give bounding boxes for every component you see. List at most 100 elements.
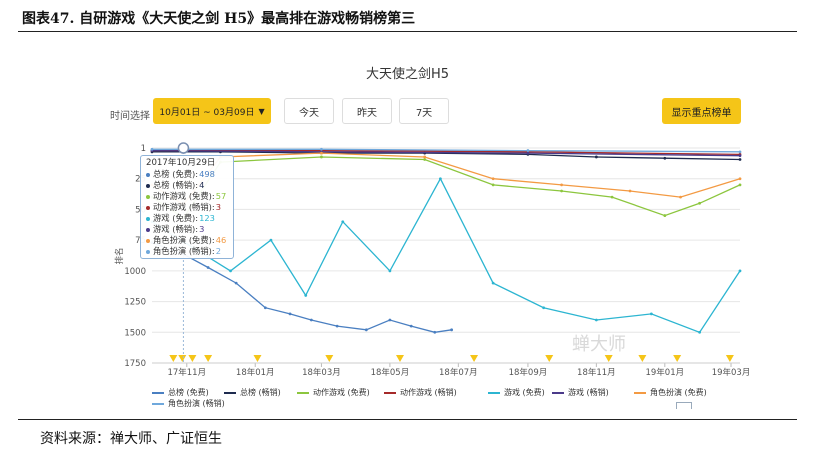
tooltip-series-name: 总榜 (畅销):: [153, 180, 199, 190]
tooltip-row: 游戏 (免费):123: [146, 213, 228, 224]
tooltip-series-value: 4: [199, 180, 205, 190]
data-point: [269, 238, 273, 242]
data-point: [309, 318, 313, 322]
event-flag-icon: [638, 355, 647, 362]
tooltip-series-value: 498: [199, 169, 215, 179]
watermark-text: 蝉大师: [572, 334, 626, 355]
series-line: [152, 148, 741, 153]
data-point: [738, 150, 742, 154]
data-point: [560, 183, 563, 187]
event-flag-icon: [169, 355, 178, 362]
data-point: [738, 158, 742, 161]
legend-item[interactable]: 总榜 (畅销): [224, 387, 281, 398]
title-rule: [18, 31, 797, 32]
data-point: [610, 195, 614, 199]
tooltip-series-value: 3: [199, 224, 205, 234]
data-point: [594, 318, 598, 322]
tooltip-row: 动作游戏 (畅销):3: [146, 202, 228, 213]
tooltip-series-name: 角色扮演 (畅销):: [153, 246, 215, 256]
bullet-icon: [146, 238, 150, 243]
data-point: [738, 269, 742, 273]
data-point: [263, 306, 267, 310]
tooltip-series-name: 总榜 (免费):: [153, 169, 199, 179]
data-point: [628, 189, 632, 193]
x-tick-label: 18年09月: [509, 367, 548, 378]
legend-item[interactable]: 游戏 (畅销): [552, 387, 609, 398]
data-point: [320, 155, 323, 159]
event-flag-icon: [253, 355, 262, 362]
legend-swatch-icon: [152, 391, 164, 394]
figure-title: 图表47. 自研游戏《大天使之剑 H5》最高排在游戏畅销榜第三: [22, 11, 416, 27]
legend-swatch-icon: [152, 402, 164, 405]
data-point: [320, 151, 323, 155]
x-tick-label: 19年01月: [645, 367, 684, 378]
legend-item[interactable]: 动作游戏 (免费): [297, 387, 370, 398]
legend-item[interactable]: 总榜 (免费): [152, 387, 209, 398]
tooltip-row: 总榜 (免费):498: [146, 169, 228, 180]
chart-title: 大天使之剑H5: [365, 67, 450, 82]
bullet-icon: [146, 183, 150, 188]
legend-item[interactable]: 动作游戏 (畅销): [384, 387, 457, 398]
x-tick-label: 18年11月: [577, 367, 616, 378]
series-line: [151, 149, 741, 157]
data-point: [738, 183, 742, 187]
data-point: [229, 269, 232, 273]
tooltip-series-name: 游戏 (畅销):: [153, 224, 199, 234]
data-point: [491, 281, 495, 285]
data-point: [450, 328, 454, 332]
y-tick-label: 1500: [124, 328, 146, 338]
x-tick-label: 17年11月: [167, 367, 206, 378]
data-point: [423, 155, 427, 159]
legend-label: 游戏 (畅销): [568, 388, 609, 397]
data-point: [364, 328, 368, 332]
data-point: [335, 324, 339, 328]
legend-label: 角色扮演 (免费): [650, 388, 707, 397]
event-flag-icon: [188, 355, 197, 362]
tooltip-series-name: 动作游戏 (免费):: [153, 191, 215, 201]
data-point: [491, 183, 495, 187]
data-point: [320, 147, 323, 151]
legend-label: 动作游戏 (免费): [313, 388, 370, 397]
legend-label: 总榜 (免费): [168, 388, 209, 397]
seven-days-button[interactable]: 7天: [399, 98, 449, 124]
data-point: [150, 147, 154, 151]
data-point: [594, 155, 598, 159]
bullet-icon: [146, 172, 150, 177]
bullet-icon: [146, 194, 150, 199]
today-button[interactable]: 今天: [284, 98, 334, 124]
date-range-button[interactable]: 10月01日 ~ 03月09日 ▼: [153, 98, 271, 124]
event-flag-icon: [325, 355, 334, 362]
show-key-charts-button[interactable]: 显示重点榜单: [662, 98, 741, 124]
tooltip-series-value: 123: [199, 213, 215, 223]
event-flag-icon: [178, 355, 187, 362]
tooltip-series-name: 动作游戏 (畅销):: [153, 202, 215, 212]
tooltip-row: 角色扮演 (畅销):2: [146, 246, 228, 257]
tooltip-row: 角色扮演 (免费):46: [146, 235, 228, 246]
x-tick-label: 18年03月: [302, 367, 341, 378]
tooltip-row: 总榜 (畅销):4: [146, 180, 228, 191]
legend-item[interactable]: 游戏 (免费): [488, 387, 545, 398]
tooltip: 2017年10月29日 总榜 (免费):498 总榜 (畅销):4 动作游戏 (免费…: [140, 155, 234, 259]
tooltip-date: 2017年10月29日: [146, 158, 216, 168]
date-range-label: 10月01日 ~ 03月09日: [159, 107, 255, 118]
data-point: [388, 318, 392, 322]
data-point: [206, 266, 210, 269]
y-tick-label: 1750: [124, 359, 146, 369]
data-point: [698, 330, 702, 334]
data-point: [409, 324, 413, 328]
data-point: [663, 214, 667, 217]
zoom-handle-icon[interactable]: [676, 402, 692, 409]
y-axis-label: 排名: [114, 247, 125, 264]
series-line: [151, 177, 741, 334]
tooltip-series-name: 游戏 (免费):: [153, 213, 199, 223]
event-flag-icon: [673, 355, 682, 362]
series-line: [152, 151, 741, 161]
data-point: [649, 312, 653, 316]
data-point: [491, 177, 495, 181]
data-point: [341, 220, 345, 224]
yesterday-button[interactable]: 昨天: [342, 98, 392, 124]
legend-item[interactable]: 角色扮演 (免费): [634, 387, 707, 398]
legend-label: 角色扮演 (畅销): [168, 399, 225, 408]
legend-label: 总榜 (畅销): [240, 388, 281, 397]
legend-item[interactable]: 角色扮演 (畅销): [152, 398, 225, 409]
